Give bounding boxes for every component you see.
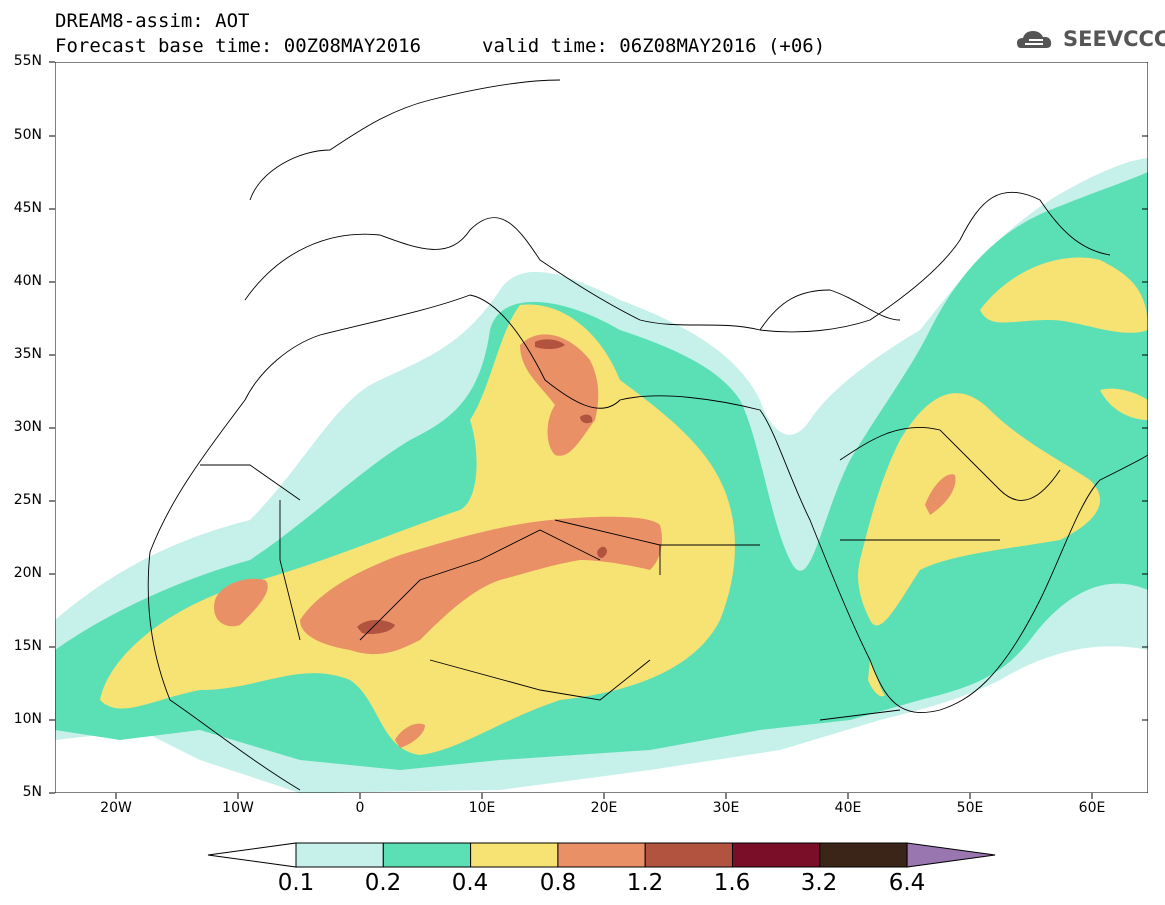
lon-label: 60E	[1078, 800, 1106, 816]
colorbar-swatch	[470, 842, 559, 868]
lon-label: 20E	[590, 800, 618, 816]
forecast-base-time: Forecast base time: 00Z08MAY2016	[55, 35, 422, 57]
colorbar-extend-high	[906, 842, 996, 868]
lat-label: 45N	[13, 200, 42, 216]
lon-label: 20W	[100, 800, 132, 816]
lat-label: 15N	[13, 638, 42, 654]
lat-label: 30N	[13, 419, 42, 435]
colorbar-label: 0.8	[539, 870, 577, 896]
lat-label: 10N	[13, 711, 42, 727]
colorbar-label: 3.2	[800, 870, 838, 896]
colorbar-swatch	[557, 842, 646, 868]
colorbar-label: 0.2	[364, 870, 402, 896]
map-title: DREAM8-assim: AOT	[55, 10, 250, 32]
valid-time: valid time: 06Z08MAY2016 (+06)	[482, 35, 826, 57]
lon-label: 40E	[834, 800, 862, 816]
cloud-icon	[1017, 31, 1052, 48]
lat-label: 35N	[13, 346, 42, 362]
lat-label: 55N	[13, 53, 42, 69]
aot-band-0.8	[214, 334, 956, 748]
colorbar-extend-low	[207, 842, 297, 868]
colorbar-swatch	[732, 842, 821, 868]
colorbar-label: 6.4	[888, 870, 926, 896]
seevccc-logo-text: SEEVCCC	[1063, 27, 1165, 51]
colorbar-label: 0.4	[451, 870, 489, 896]
lon-label: 10E	[468, 800, 496, 816]
lon-label: 10W	[222, 800, 254, 816]
lat-label: 40N	[13, 273, 42, 289]
lon-label: 0	[355, 800, 365, 816]
lat-label: 25N	[13, 492, 42, 508]
colorbar-swatch	[644, 842, 734, 868]
lon-label: 50E	[956, 800, 984, 816]
colorbar-swatch	[382, 842, 472, 868]
colorbar-swatch	[819, 842, 908, 868]
lon-label: 30E	[712, 800, 740, 816]
colorbar-label: 1.2	[626, 870, 664, 896]
colorbar-label: 0.1	[277, 870, 315, 896]
aot-band-1.2	[357, 339, 607, 635]
colorbar-swatch	[295, 842, 384, 868]
colorbar-label: 1.6	[713, 870, 751, 896]
coastlines	[147, 79, 1148, 791]
lat-label: 5N	[22, 784, 42, 800]
lat-label: 20N	[13, 565, 42, 581]
lat-label: 50N	[13, 127, 42, 143]
